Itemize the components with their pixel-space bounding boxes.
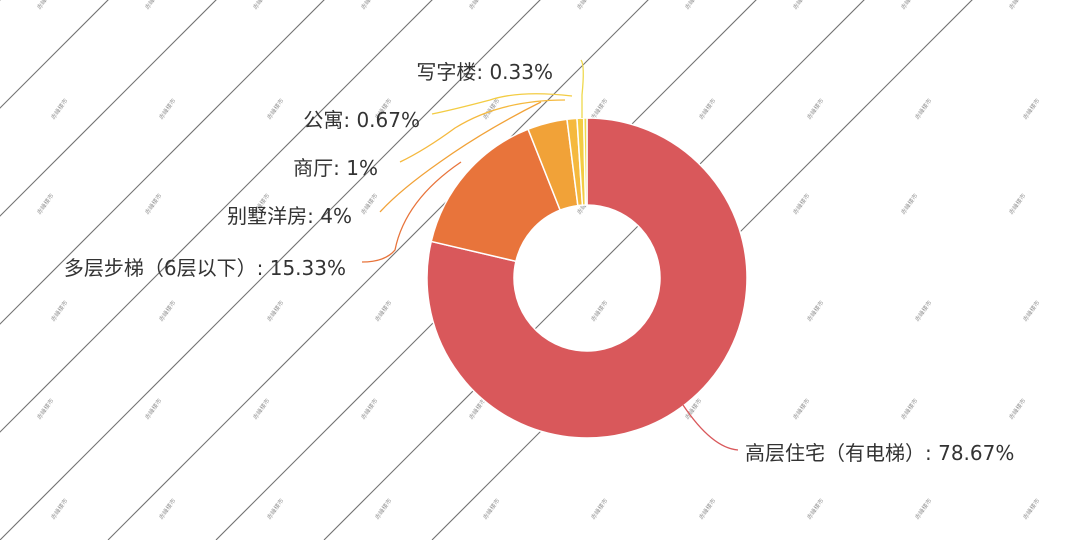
slice-label: 别墅洋房: 4% — [227, 204, 352, 228]
leader-line — [682, 404, 739, 451]
watermark-line — [107, 0, 649, 540]
leader-line — [580, 59, 584, 118]
watermark-text: 赤峰楼市 — [359, 0, 379, 11]
watermark-text: 赤峰楼市 — [35, 0, 55, 11]
pie-slice — [426, 117, 748, 439]
watermark-text: 赤峰楼市 — [251, 0, 271, 11]
leader-line — [379, 101, 542, 213]
donut-slices — [426, 117, 748, 439]
leader-line — [361, 161, 462, 263]
watermark-text: 赤峰楼市 — [575, 0, 595, 11]
watermark-text: 赤峰楼市 — [791, 0, 811, 11]
watermark-text: 赤峰楼市 — [467, 0, 487, 11]
watermark-line — [215, 0, 757, 540]
watermark-text: 赤峰楼市 — [1007, 0, 1027, 11]
slice-label: 写字楼: 0.33% — [416, 60, 553, 84]
watermark-text: 赤峰楼市 — [143, 0, 163, 11]
leader-line — [431, 93, 573, 115]
slice-label: 公寓: 0.67% — [303, 108, 420, 132]
watermark-text: 赤峰楼市 — [899, 0, 919, 11]
leader-line — [399, 99, 566, 163]
slice-labels: 高层住宅（有电梯）: 78.67% 多层步梯（6层以下）: 15.33% 别墅洋房:… — [64, 60, 1014, 465]
label-leader-lines — [361, 59, 739, 451]
watermark-line — [0, 0, 433, 433]
watermark-text: 赤峰楼市 — [683, 0, 703, 11]
slice-label: 商厅: 1% — [293, 156, 378, 180]
slice-label: 多层步梯（6层以下）: 15.33% — [64, 256, 346, 280]
slice-label: 高层住宅（有电梯）: 78.67% — [745, 441, 1014, 465]
pie-slice — [582, 117, 588, 206]
pie-slice — [430, 128, 562, 263]
